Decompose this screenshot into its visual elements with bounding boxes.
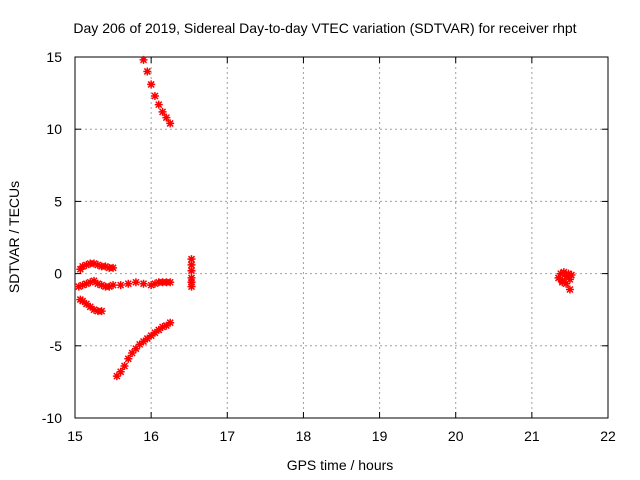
data-point xyxy=(116,367,125,376)
data-point xyxy=(565,285,574,294)
data-point xyxy=(147,80,156,89)
data-point xyxy=(558,278,567,287)
data-point xyxy=(187,266,196,275)
data-point xyxy=(124,279,133,288)
y-tick-label: 10 xyxy=(46,121,62,137)
data-point xyxy=(131,278,140,287)
data-point xyxy=(78,297,87,306)
data-point xyxy=(105,282,114,291)
data-point xyxy=(97,281,106,290)
data-point xyxy=(564,269,573,278)
data-point xyxy=(93,279,102,288)
x-tick-label: 22 xyxy=(600,428,616,444)
data-point xyxy=(567,271,576,280)
data-points xyxy=(74,55,576,381)
data-point xyxy=(150,91,159,100)
x-tick-label: 20 xyxy=(448,428,464,444)
data-point xyxy=(82,299,91,308)
data-point xyxy=(124,354,133,363)
data-point xyxy=(128,349,137,358)
y-tick-label: 15 xyxy=(46,49,62,65)
plot-frame xyxy=(74,56,609,419)
data-point xyxy=(147,331,156,340)
data-point xyxy=(166,318,175,327)
data-point xyxy=(90,259,99,268)
data-point xyxy=(187,273,196,282)
data-point xyxy=(187,260,196,269)
data-point xyxy=(86,302,95,311)
x-tick-label: 19 xyxy=(372,428,388,444)
x-tick-label: 21 xyxy=(524,428,540,444)
data-point xyxy=(139,279,148,288)
y-tick-label: 0 xyxy=(54,266,62,282)
data-point xyxy=(166,119,175,128)
chart-title: Day 206 of 2019, Sidereal Day-to-day VTE… xyxy=(73,20,576,36)
data-point xyxy=(158,107,167,116)
y-axis-label: SDTVAR / TECUs xyxy=(6,181,22,293)
data-point xyxy=(187,278,196,287)
data-point xyxy=(187,282,196,291)
y-tick-labels: 15 10 5 0 -5 -10 xyxy=(42,49,62,426)
data-point xyxy=(116,281,125,290)
x-tick-label: 16 xyxy=(143,428,159,444)
data-point xyxy=(90,276,99,285)
data-point xyxy=(143,334,152,343)
data-point xyxy=(78,262,87,271)
data-point xyxy=(82,260,91,269)
data-point xyxy=(158,323,167,332)
data-point xyxy=(78,281,87,290)
data-point xyxy=(101,262,110,271)
grid xyxy=(75,57,608,418)
data-point xyxy=(93,260,102,269)
data-point xyxy=(559,268,568,277)
data-point xyxy=(187,255,196,264)
data-point xyxy=(147,281,156,290)
data-point xyxy=(162,113,171,122)
data-point xyxy=(150,279,159,288)
data-point xyxy=(109,281,118,290)
data-point xyxy=(554,273,563,282)
x-axis-label: GPS time / hours xyxy=(287,457,394,473)
axis-ticks xyxy=(74,56,609,419)
data-point xyxy=(112,372,121,381)
data-point xyxy=(162,321,171,330)
data-point xyxy=(139,337,148,346)
data-point xyxy=(150,328,159,337)
data-point xyxy=(562,279,571,288)
data-point xyxy=(556,269,565,278)
x-tick-label: 15 xyxy=(67,428,83,444)
data-point xyxy=(166,278,175,287)
data-point xyxy=(135,340,144,349)
data-point xyxy=(97,307,106,316)
x-tick-labels: 15 16 17 18 19 20 21 22 xyxy=(67,428,616,444)
data-point xyxy=(154,325,163,334)
x-tick-label: 17 xyxy=(219,428,235,444)
data-point xyxy=(131,344,140,353)
data-point xyxy=(120,362,129,371)
data-point xyxy=(154,100,163,109)
y-tick-label: -10 xyxy=(42,410,62,426)
data-point xyxy=(139,55,148,64)
data-point xyxy=(143,67,152,76)
data-point xyxy=(74,282,83,291)
data-point xyxy=(565,275,574,284)
data-point xyxy=(82,279,91,288)
data-point xyxy=(90,305,99,314)
y-tick-label: -5 xyxy=(50,338,63,354)
x-tick-label: 18 xyxy=(296,428,312,444)
data-point xyxy=(109,263,118,272)
y-tick-label: 5 xyxy=(54,193,62,209)
data-point xyxy=(86,278,95,287)
